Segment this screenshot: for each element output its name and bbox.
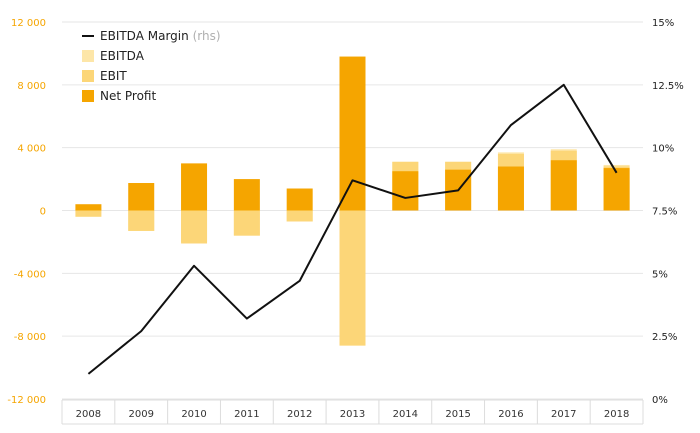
legend-label: Net Profit — [100, 89, 156, 103]
left-tick-label: -4 000 — [14, 269, 46, 280]
legend-box-swatch — [82, 50, 94, 62]
net-profit-bar — [550, 160, 577, 211]
ebit-bar — [339, 210, 366, 346]
legend-label-text: EBITDA — [100, 49, 145, 63]
right-tick-label: 5% — [652, 269, 668, 280]
right-tick-label: 2.5% — [652, 332, 677, 343]
net-profit-bar — [497, 166, 524, 211]
x-tick-label: 2017 — [551, 409, 576, 420]
x-tick-label: 2012 — [287, 409, 312, 420]
net-profit-bar — [286, 188, 313, 211]
x-tick-label: 2008 — [76, 409, 101, 420]
x-tick-label: 2014 — [393, 409, 418, 420]
net-profit-bar — [128, 183, 155, 211]
left-tick-label: 12 000 — [11, 18, 46, 29]
legend-label-text: EBIT — [100, 69, 127, 83]
legend-label: EBITDA — [100, 49, 145, 63]
legend-box-swatch — [82, 70, 94, 82]
x-tick-label: 2015 — [445, 409, 470, 420]
left-tick-label: 8 000 — [17, 81, 46, 92]
ebit-bar — [286, 210, 313, 222]
right-tick-label: 10% — [652, 144, 674, 155]
ebit-bar — [233, 210, 260, 236]
right-tick-label: 7.5% — [652, 207, 677, 218]
right-tick-label: 15% — [652, 18, 674, 29]
right-tick-label: 0% — [652, 395, 668, 406]
x-tick-label: 2018 — [604, 409, 629, 420]
ebit-bar — [75, 210, 102, 217]
net-profit-bar — [603, 168, 630, 211]
legend-box-swatch — [82, 90, 94, 102]
legend-label: EBIT — [100, 69, 127, 83]
left-tick-label: -8 000 — [14, 332, 46, 343]
left-tick-label: 4 000 — [17, 144, 46, 155]
right-tick-label: 12.5% — [652, 81, 684, 92]
net-profit-bar — [181, 163, 208, 211]
net-profit-bar — [339, 56, 366, 211]
ebit-bar — [128, 210, 155, 231]
x-tick-label: 2013 — [340, 409, 365, 420]
left-tick-label: -12 000 — [7, 395, 46, 406]
x-tick-label: 2011 — [234, 409, 259, 420]
net-profit-bar — [392, 171, 419, 211]
x-tick-label: 2016 — [498, 409, 523, 420]
legend-label: EBITDA Margin (rhs) — [100, 29, 221, 43]
legend-label-text: EBITDA Margin — [100, 29, 189, 43]
x-tick-label: 2009 — [129, 409, 154, 420]
ebit-bar — [181, 210, 208, 244]
net-profit-bar — [233, 179, 260, 211]
x-tick-label: 2010 — [181, 409, 206, 420]
net-profit-bar — [75, 204, 102, 211]
legend-note: (rhs) — [193, 29, 221, 43]
left-tick-label: 0 — [40, 207, 46, 218]
legend-label-text: Net Profit — [100, 89, 156, 103]
